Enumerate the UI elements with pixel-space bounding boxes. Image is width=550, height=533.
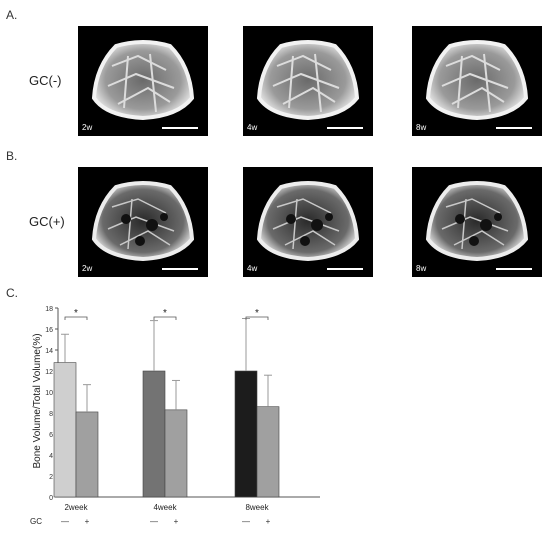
y-tick-label: 4 bbox=[49, 453, 53, 460]
timepoint-label: 4w bbox=[247, 264, 258, 273]
bar bbox=[75, 411, 99, 498]
row-label-gc-negative: GC(-) bbox=[29, 73, 62, 88]
bone-cross-section bbox=[426, 40, 528, 120]
bar bbox=[234, 370, 258, 498]
timepoint-label: 8w bbox=[416, 123, 427, 132]
scale-bar bbox=[327, 127, 363, 129]
panel-label-b: B. bbox=[6, 149, 18, 163]
bone-cross-section bbox=[257, 181, 359, 261]
bone-cross-section bbox=[257, 40, 359, 120]
timepoint-label: 8w bbox=[416, 264, 427, 273]
x-sub-tick-label: — bbox=[242, 517, 250, 526]
panel-label-c: C. bbox=[6, 286, 18, 300]
significance-asterisk: * bbox=[74, 308, 78, 319]
significance-markers: * * * bbox=[64, 308, 269, 320]
error-bars bbox=[61, 318, 272, 412]
x-category-label: 4week bbox=[153, 503, 177, 512]
x-sub-tick-label: + bbox=[266, 517, 271, 526]
significance-bracket bbox=[64, 316, 88, 320]
x-sub-tick-label: — bbox=[150, 517, 158, 526]
ct-image-gc-pos-4w: 4w bbox=[243, 167, 373, 277]
bars bbox=[53, 362, 280, 498]
x-sub-tick-label: + bbox=[174, 517, 179, 526]
significance-bracket bbox=[153, 316, 177, 320]
panel-label-a: A. bbox=[6, 8, 18, 22]
y-tick-label: 0 bbox=[49, 495, 53, 502]
timepoint-label: 4w bbox=[247, 123, 258, 132]
y-tick-label: 6 bbox=[49, 432, 53, 439]
x-category-label: 8week bbox=[245, 503, 269, 512]
scale-bar bbox=[327, 268, 363, 270]
ct-image-gc-neg-2w: 2w bbox=[78, 26, 208, 136]
x-sub-tick-label: + bbox=[85, 517, 90, 526]
ct-image-gc-pos-2w: 2w bbox=[78, 167, 208, 277]
y-tick-label: 10 bbox=[45, 390, 53, 397]
timepoint-label: 2w bbox=[82, 264, 93, 273]
ct-image-gc-neg-8w: 8w bbox=[412, 26, 542, 136]
y-tick-label: 2 bbox=[49, 474, 53, 481]
y-tick-label: 8 bbox=[49, 411, 53, 418]
row-label-gc-positive: GC(+) bbox=[29, 214, 65, 229]
bone-cross-section bbox=[92, 181, 194, 261]
y-tick-label: 18 bbox=[45, 306, 53, 313]
scale-bar bbox=[162, 127, 198, 129]
bone-cross-section bbox=[426, 181, 528, 261]
bar bbox=[256, 406, 280, 498]
y-tick-label: 12 bbox=[45, 369, 53, 376]
scale-bar bbox=[162, 268, 198, 270]
bar bbox=[142, 370, 166, 498]
bone-cross-section bbox=[92, 40, 194, 120]
x-category-labels: 2week 4week 8week bbox=[64, 503, 269, 512]
x-sub-labels: — + — + — + GC bbox=[30, 517, 271, 526]
x-category-label: 2week bbox=[64, 503, 88, 512]
bar bbox=[164, 409, 188, 498]
scale-bar bbox=[496, 127, 532, 129]
x-sub-tick-label: — bbox=[61, 517, 69, 526]
ct-image-gc-pos-8w: 8w bbox=[412, 167, 542, 277]
y-tick-label: 16 bbox=[45, 327, 53, 334]
significance-asterisk: * bbox=[255, 308, 259, 319]
y-axis-label: Bone Volume/Total Volume(%) bbox=[32, 333, 43, 468]
significance-asterisk: * bbox=[163, 308, 167, 319]
bar bbox=[53, 362, 77, 498]
timepoint-label: 2w bbox=[82, 123, 93, 132]
gc-row-label: GC bbox=[30, 517, 42, 526]
significance-bracket bbox=[245, 316, 269, 320]
scale-bar bbox=[496, 268, 532, 270]
bone-volume-bar-chart: Bone Volume/Total Volume(%) 0 2 4 6 8 10 12 14 1… bbox=[30, 306, 320, 526]
ct-image-gc-neg-4w: 4w bbox=[243, 26, 373, 136]
y-tick-label: 14 bbox=[45, 348, 53, 355]
